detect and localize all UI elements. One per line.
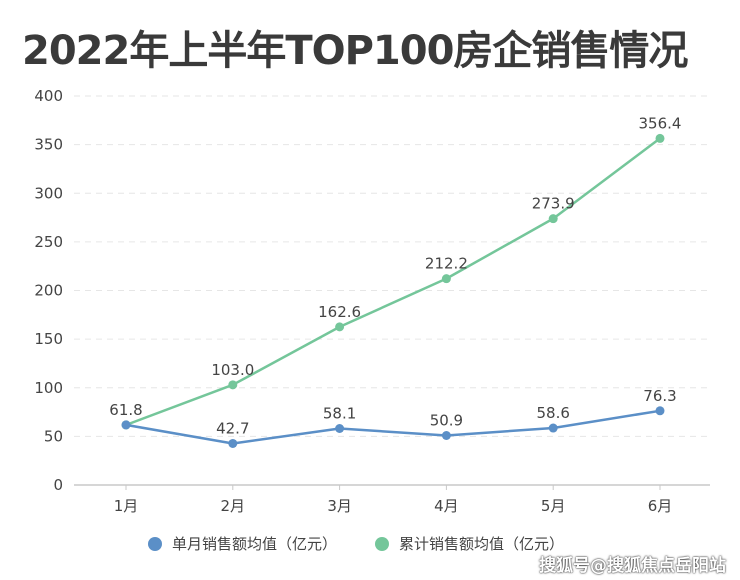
data-point — [441, 430, 451, 440]
legend-label-cumulative: 累计销售额均值（亿元） — [399, 535, 565, 553]
watermark: 搜狐号@搜狐焦点岳阳站 — [539, 556, 726, 576]
gridlines — [74, 95, 710, 437]
data-point — [335, 423, 345, 433]
x-tick-label: 2月 — [221, 497, 246, 515]
y-tick-label: 50 — [44, 427, 63, 445]
data-label: 356.4 — [639, 114, 682, 132]
legend: 单月销售额均值（亿元） 累计销售额均值（亿元） — [148, 533, 602, 554]
data-label: 58.6 — [536, 404, 569, 422]
x-tick-label: 6月 — [648, 497, 673, 515]
legend-item-monthly[interactable]: 单月销售额均值（亿元） — [148, 533, 337, 554]
legend-item-cumulative[interactable]: 累计销售额均值（亿元） — [375, 533, 564, 554]
legend-dot-cumulative — [375, 536, 390, 551]
y-tick-label: 100 — [34, 379, 63, 397]
data-label: 103.0 — [211, 361, 254, 379]
legend-label-monthly: 单月销售额均值（亿元） — [172, 535, 338, 553]
data-label: 58.1 — [323, 404, 356, 422]
series-line-monthly — [125, 409, 661, 445]
data-label: 76.3 — [643, 387, 676, 405]
y-axis-ticks: 0 50 100 150 200 250 300 350 400 — [34, 87, 63, 494]
x-tick-label: 4月 — [434, 497, 459, 515]
series-lines — [121, 133, 665, 448]
x-axis: 1月 2月 3月 4月 5月 6月 — [74, 484, 710, 515]
y-tick-label: 400 — [34, 87, 63, 105]
data-point — [441, 274, 451, 284]
data-point — [655, 133, 665, 143]
data-label: 61.8 — [109, 401, 142, 419]
y-tick-label: 300 — [34, 184, 63, 202]
data-label: 42.7 — [216, 419, 249, 437]
chart-title: 2022年上半年TOP100房企销售情况 — [22, 28, 688, 74]
y-tick-label: 0 — [53, 476, 63, 494]
data-label: 50.9 — [430, 411, 463, 429]
data-labels: 103.0 162.6 212.2 273.9 356.4 61.8 42.7 58.1 50.… — [109, 114, 681, 437]
data-label: 162.6 — [318, 303, 361, 321]
data-point — [655, 406, 665, 416]
legend-dot-monthly — [148, 536, 162, 551]
data-point — [228, 380, 238, 390]
data-point — [121, 420, 131, 430]
data-label: 273.9 — [532, 195, 575, 213]
x-tick-label: 3月 — [327, 497, 352, 515]
data-point — [228, 438, 238, 448]
y-tick-label: 200 — [34, 282, 63, 300]
data-point — [548, 214, 558, 224]
y-tick-label: 350 — [34, 136, 63, 154]
y-tick-label: 150 — [34, 330, 63, 348]
x-tick-label: 1月 — [114, 497, 139, 515]
data-point — [335, 322, 345, 332]
data-label: 212.2 — [425, 255, 468, 273]
data-point — [548, 423, 558, 433]
x-tick-label: 5月 — [541, 497, 566, 515]
series-line-cumulative — [125, 137, 661, 427]
y-tick-label: 250 — [34, 233, 63, 251]
